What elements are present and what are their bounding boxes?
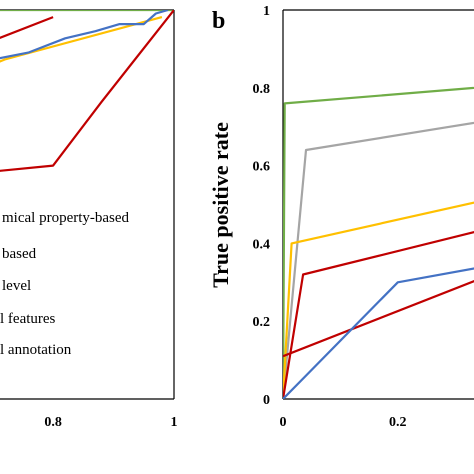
- y-tick-label: 0.6: [253, 160, 271, 175]
- x-tick-label: 0: [280, 415, 287, 430]
- legend: mical property-based based level l featu…: [0, 210, 130, 358]
- y-tick-label: 0: [263, 393, 270, 408]
- legend-entry-1: mical property-based: [2, 210, 130, 226]
- right-series-group: [283, 86, 474, 399]
- y-tick-label: 0.8: [253, 82, 271, 97]
- left-tick-labels: 0.8 1: [44, 415, 177, 430]
- y-tick-label: 0.4: [253, 237, 271, 252]
- series-line-1-0: [283, 86, 474, 399]
- panel-label-b: b: [212, 8, 225, 34]
- left-panel: 0.8 1 mical property-based based level l …: [0, 9, 178, 430]
- series-line-0-2: [0, 16, 54, 39]
- x-tick-label: 0.8: [44, 415, 62, 430]
- right-panel: b True positive rate 0 0.2 0 0.2 0.4 0.6 0.8 1: [208, 4, 474, 430]
- series-line-1-3: [283, 231, 474, 399]
- legend-entry-2: based: [2, 246, 37, 262]
- right-tick-labels: 0 0.2 0 0.2 0.4 0.6 0.8 1: [253, 4, 407, 430]
- series-line-1-1: [283, 121, 474, 399]
- x-tick-label: 1: [171, 415, 178, 430]
- series-line-0-3: [0, 10, 169, 60]
- legend-entry-5: l annotation: [0, 342, 72, 358]
- left-series-group: [0, 10, 174, 172]
- series-line-0-1: [0, 16, 163, 63]
- y-tick-label: 0.2: [253, 315, 271, 330]
- legend-entry-3: level: [2, 278, 31, 294]
- series-line-1-4: [283, 279, 474, 358]
- legend-entry-4: l features: [0, 311, 56, 327]
- x-tick-label: 0.2: [389, 415, 407, 430]
- series-line-1-2: [283, 201, 474, 399]
- series-line-1-5: [283, 267, 474, 399]
- series-line-0-4: [0, 10, 174, 172]
- y-tick-label: 1: [263, 4, 270, 19]
- y-axis-title: True positive rate: [208, 122, 233, 288]
